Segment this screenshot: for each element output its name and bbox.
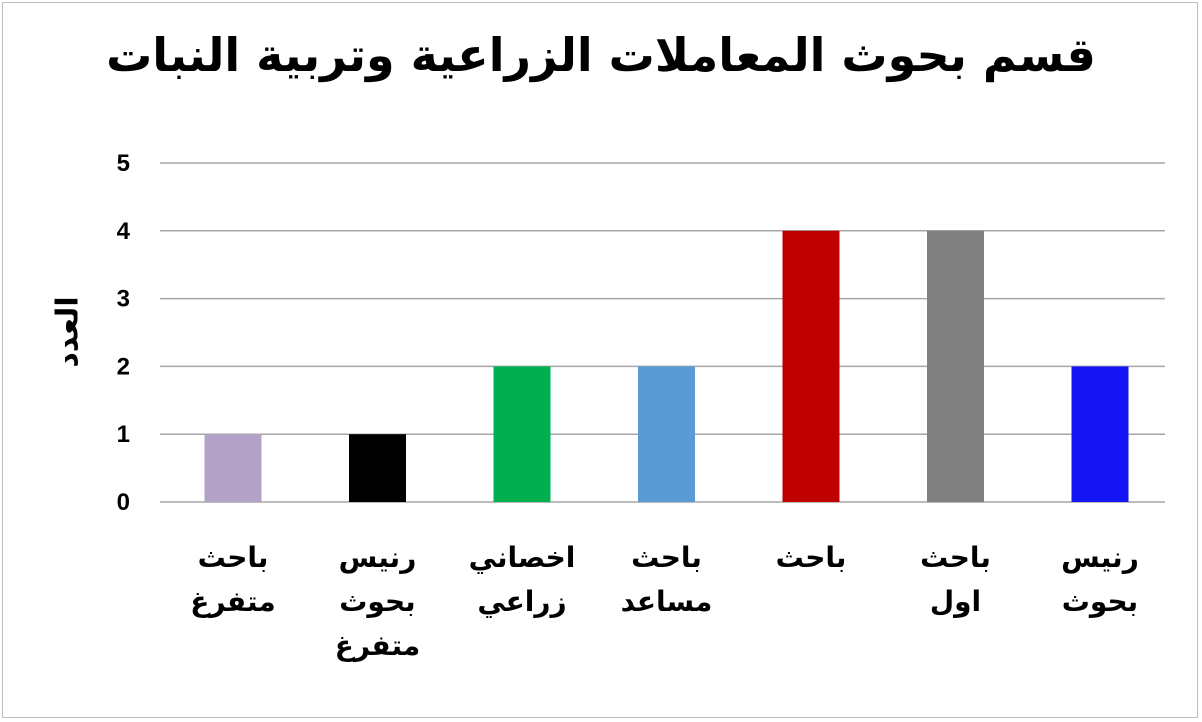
bar bbox=[1071, 366, 1129, 502]
x-tick-label: باحث مساعد bbox=[620, 541, 713, 618]
bar bbox=[638, 366, 695, 502]
x-tick-label: اخصاني زراعي bbox=[468, 541, 576, 618]
y-tick-label: 4 bbox=[117, 218, 131, 245]
y-tick-label: 0 bbox=[117, 489, 130, 516]
x-tick-label: باحث bbox=[775, 541, 847, 574]
bar bbox=[782, 230, 840, 503]
y-tick-label: 1 bbox=[117, 421, 130, 448]
bar bbox=[204, 434, 262, 502]
y-tick-label: 5 bbox=[117, 150, 130, 177]
bar bbox=[349, 434, 406, 502]
y-tick-label: 3 bbox=[117, 286, 130, 313]
x-tick-label: باحث متفرغ bbox=[190, 541, 276, 618]
x-tick-label: رنيس بحوث bbox=[1061, 541, 1139, 618]
chart-title: قسم بحوث المعاملات الزراعية وتربية النبا… bbox=[106, 28, 1096, 82]
bar bbox=[493, 366, 551, 502]
x-tick-label: رنيس بحوث متفرغ bbox=[334, 541, 421, 662]
bar bbox=[927, 230, 984, 503]
y-tick-label: 2 bbox=[117, 353, 130, 380]
x-tick-label: باحث اول bbox=[920, 541, 991, 618]
